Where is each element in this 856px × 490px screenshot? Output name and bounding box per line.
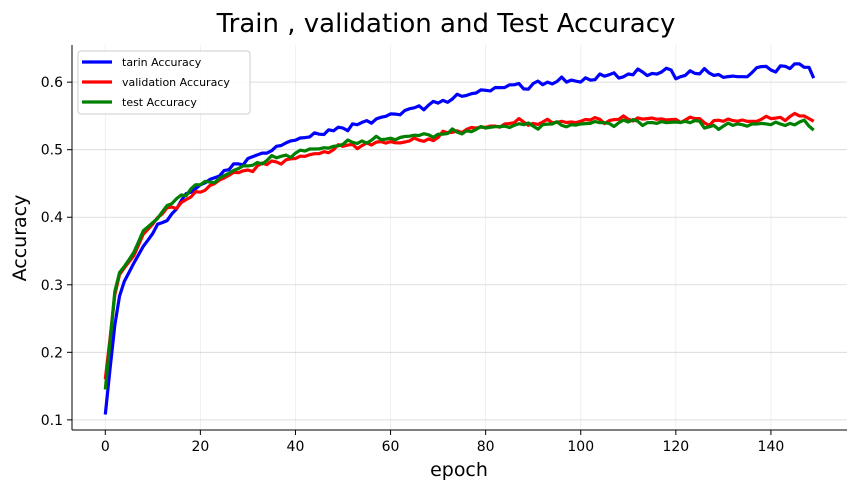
legend: tarin Accuracy validation Accuracy test Ac…: [77, 50, 251, 115]
x-tick-label-0: 0: [101, 439, 110, 455]
x-tick-label-7: 140: [758, 439, 785, 455]
series-line-0: [103, 62, 816, 415]
chart-title: Train , validation and Test Accuracy: [216, 9, 676, 39]
series-line-2: [103, 118, 815, 390]
series-line-1: [103, 111, 815, 380]
legend-box: [77, 50, 251, 115]
y-tick-label-2: 0.3: [41, 278, 63, 294]
y-tick-label-1: 0.2: [41, 345, 63, 361]
x-tick-label-3: 60: [382, 439, 400, 455]
axes: [71, 45, 847, 431]
legend-label-0: tarin Accuracy: [122, 56, 202, 69]
y-tick-label-5: 0.6: [41, 75, 63, 91]
x-tick-label-2: 40: [287, 439, 305, 455]
x-tick-label-4: 80: [477, 439, 495, 455]
y-tick-label-0: 0.1: [41, 413, 63, 429]
tick-labels: 0 20 40 60 80 100 120 140 0.1 0.2 0.3 0.4 0.5 0.6: [41, 75, 785, 455]
legend-label-2: test Accuracy: [122, 96, 197, 109]
y-tick-label-4: 0.5: [41, 143, 63, 159]
legend-label-1: validation Accuracy: [122, 76, 230, 89]
y-tick-label-3: 0.4: [41, 210, 63, 226]
x-tick-label-1: 20: [191, 439, 209, 455]
x-tick-label-6: 120: [662, 439, 689, 455]
x-axis-label: epoch: [430, 459, 488, 481]
grid: [72, 45, 847, 430]
series-lines: [103, 62, 816, 415]
y-axis-label: Accuracy: [9, 195, 31, 282]
x-tick-label-5: 100: [567, 439, 594, 455]
